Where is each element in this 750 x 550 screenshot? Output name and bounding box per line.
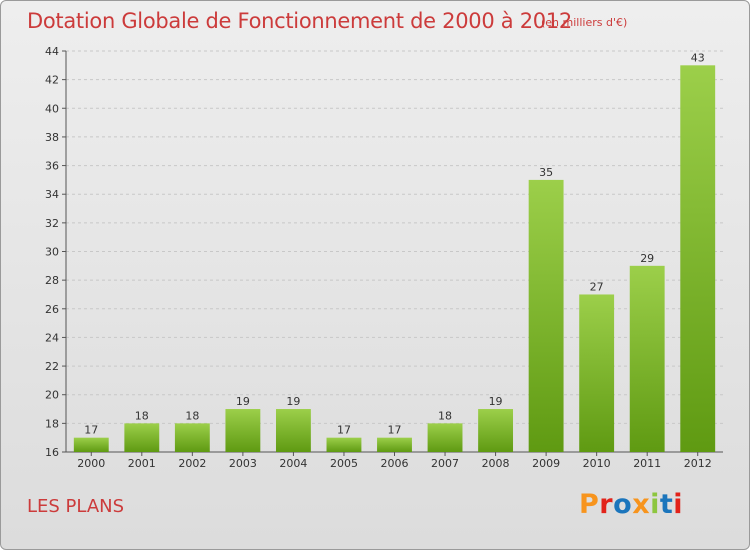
y-tick-label: 34 [45,188,59,201]
bar-2009[interactable] [528,179,564,452]
x-tick-label: 2008 [482,457,510,470]
x-tick-label: 2002 [178,457,206,470]
y-tick-label: 24 [45,331,59,344]
data-label: 18 [185,409,199,422]
bar-2005[interactable] [326,437,362,452]
chart-title: Dotation Globale de Fonctionnement de 20… [27,9,572,33]
data-label: 19 [236,395,250,408]
x-tick-label: 2006 [381,457,409,470]
data-label: 19 [286,395,300,408]
x-tick-label: 2001 [128,457,156,470]
data-label: 43 [691,51,705,64]
data-label: 19 [489,395,503,408]
bar-2001[interactable] [124,423,160,452]
y-tick-label: 42 [45,74,59,87]
data-label: 18 [135,409,149,422]
y-tick-label: 30 [45,246,59,259]
bars [73,65,716,453]
x-tick-label: 2004 [279,457,307,470]
y-tick-label: 22 [45,360,59,373]
y-tick-label: 44 [45,45,59,58]
x-tick-label: 2012 [684,457,712,470]
x-tick-label: 2009 [532,457,560,470]
bar-2007[interactable] [427,423,463,452]
x-tick-label: 2003 [229,457,257,470]
x-tick-label: 2011 [633,457,661,470]
y-tick-label: 28 [45,274,59,287]
y-tick-label: 36 [45,160,59,173]
chart-unit: (en milliers d'€) [541,16,628,29]
data-label: 18 [438,409,452,422]
bar-2006[interactable] [377,437,412,452]
grid-lines [66,50,723,453]
data-label: 29 [640,252,654,265]
bar-2004[interactable] [275,409,311,452]
commune-name: LES PLANS [27,496,125,517]
y-tick-label: 18 [45,417,59,430]
data-label: 17 [337,424,351,437]
bar-2008[interactable] [478,409,514,452]
x-tick-label: 2010 [583,457,611,470]
y-tick-label: 38 [45,131,59,144]
data-label: 17 [84,424,98,437]
axes [62,50,723,456]
bar-2012[interactable] [680,65,716,453]
data-label: 27 [590,280,604,293]
data-label: 35 [539,166,553,179]
bar-2003[interactable] [225,409,261,452]
y-tick-label: 32 [45,217,59,230]
bar-2011[interactable] [629,265,665,452]
data-label: 17 [388,424,402,437]
proxiti-logo[interactable]: Proxiti [579,489,684,520]
y-tick-label: 26 [45,303,59,316]
bar-2002[interactable] [174,423,210,452]
labels: 16 18 20 22 24 26 28 30 32 34 36 38 40 42 44 2000 17 2001… [45,45,712,470]
y-tick-label: 20 [45,389,59,402]
y-tick-label: 16 [45,446,59,459]
x-tick-label: 2000 [77,457,105,470]
y-tick-label: 40 [45,102,59,115]
bar-2000[interactable] [73,437,109,452]
x-tick-label: 2005 [330,457,358,470]
bar-2010[interactable] [579,294,615,452]
x-tick-label: 2007 [431,457,459,470]
